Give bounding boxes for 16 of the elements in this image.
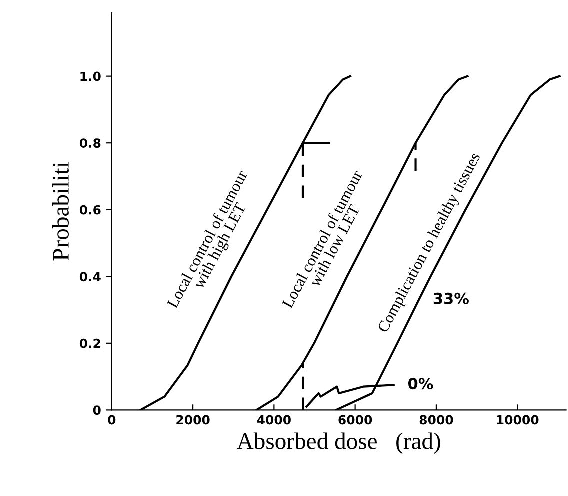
x-axis-title: Absorbed dose (rad): [237, 432, 440, 454]
y-axis-title: Probabiliti: [52, 162, 69, 261]
x-tick-label: 0: [108, 415, 116, 425]
y-tick-label: 1.0: [80, 72, 101, 82]
y-tick-label: 0.6: [80, 205, 101, 215]
x-tick-label: 10000: [497, 415, 539, 425]
x-tick-label: 2000: [176, 415, 210, 425]
x-tick-label: 8000: [420, 415, 454, 425]
y-tick-label: 0.4: [80, 272, 101, 282]
annotation: 0%: [408, 378, 434, 390]
annotation: 33%: [434, 292, 469, 304]
x-tick-label: 4000: [257, 415, 291, 425]
y-tick-label: 0: [93, 406, 101, 416]
x-tick-label: 6000: [338, 415, 372, 425]
y-tick-label: 0.8: [80, 138, 101, 148]
y-tick-label: 0.2: [80, 338, 100, 348]
